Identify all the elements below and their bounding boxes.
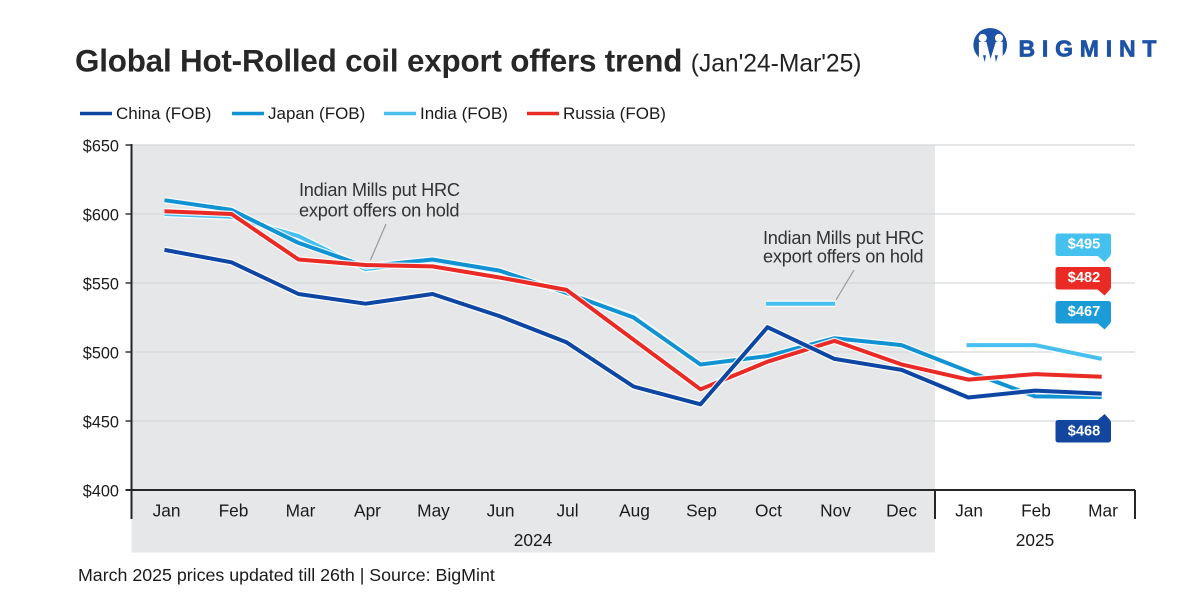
svg-text:$550: $550	[83, 276, 119, 294]
svg-text:BIGMINT: BIGMINT	[1019, 36, 1164, 62]
svg-text:Dec: Dec	[886, 501, 917, 521]
svg-text:$468: $468	[1068, 424, 1100, 440]
svg-text:Mar: Mar	[1088, 501, 1118, 521]
svg-text:India (FOB): India (FOB)	[420, 104, 508, 123]
svg-text:Jun: Jun	[487, 501, 515, 521]
svg-text:Feb: Feb	[1021, 501, 1051, 521]
svg-text:export offers on hold: export offers on hold	[299, 201, 459, 221]
svg-text:March 2025 prices updated till: March 2025 prices updated till 26th | So…	[78, 565, 495, 585]
svg-text:Jan: Jan	[153, 501, 181, 521]
svg-text:2025: 2025	[1016, 530, 1054, 550]
svg-text:Jan: Jan	[955, 501, 983, 521]
svg-text:Mar: Mar	[286, 501, 316, 521]
svg-text:$650: $650	[83, 138, 119, 156]
svg-text:Indian Mills put HRC: Indian Mills put HRC	[763, 228, 924, 248]
svg-text:export offers on hold: export offers on hold	[763, 247, 923, 267]
svg-text:$400: $400	[83, 483, 119, 501]
svg-text:May: May	[417, 501, 450, 521]
svg-text:$467: $467	[1068, 304, 1100, 320]
svg-text:$600: $600	[83, 207, 119, 225]
svg-text:Oct: Oct	[755, 501, 782, 521]
svg-text:2024: 2024	[514, 530, 553, 550]
svg-text:Aug: Aug	[619, 501, 650, 521]
svg-text:$482: $482	[1068, 270, 1100, 286]
svg-text:Nov: Nov	[820, 501, 851, 521]
svg-text:Feb: Feb	[219, 501, 249, 521]
svg-text:Indian Mills put HRC: Indian Mills put HRC	[299, 180, 460, 200]
svg-text:Jul: Jul	[556, 501, 578, 521]
svg-text:$500: $500	[83, 345, 119, 363]
svg-text:China (FOB): China (FOB)	[116, 104, 211, 123]
svg-text:Japan (FOB): Japan (FOB)	[268, 104, 365, 123]
svg-text:$495: $495	[1068, 237, 1100, 253]
svg-text:Russia (FOB): Russia (FOB)	[563, 104, 666, 123]
svg-text:Sep: Sep	[686, 501, 717, 521]
svg-text:Apr: Apr	[354, 501, 381, 521]
svg-text:$450: $450	[83, 414, 119, 432]
